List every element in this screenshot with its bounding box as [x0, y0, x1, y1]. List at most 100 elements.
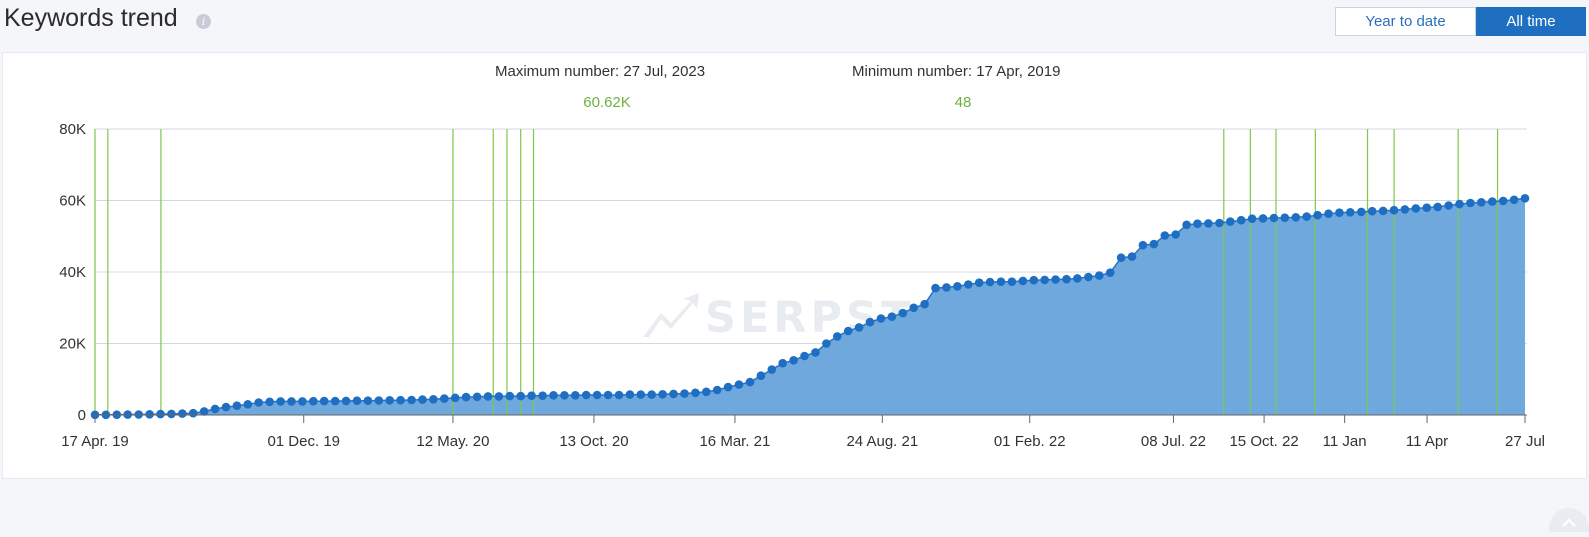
data-point [953, 282, 962, 291]
data-point [1422, 203, 1432, 212]
data-point [374, 396, 384, 405]
y-tick-label: 20K [59, 336, 86, 353]
data-point [1411, 204, 1421, 213]
data-point [1389, 205, 1399, 215]
chart-panel: SERPSTAT Maximum number: 27 Jul, 2023 60… [2, 52, 1589, 532]
data-point [1280, 213, 1290, 222]
data-point [745, 377, 755, 387]
data-point [1466, 198, 1475, 208]
data-point [592, 390, 602, 400]
data-point [822, 339, 831, 348]
data-point [188, 408, 198, 418]
data-point [1455, 199, 1464, 209]
x-tick-label: 08 Jul. 22 [1141, 433, 1206, 450]
data-point [1029, 275, 1039, 285]
data-point [1488, 197, 1497, 206]
data-point [516, 391, 525, 401]
data-point [1367, 206, 1377, 216]
data-point [1477, 198, 1486, 207]
data-point [778, 358, 787, 368]
data-point [450, 393, 460, 403]
data-point [942, 283, 951, 292]
max-number-value: 60.62K [583, 94, 631, 111]
data-point [1084, 272, 1093, 282]
data-point [1215, 218, 1224, 228]
data-point [1171, 230, 1180, 239]
data-point [167, 409, 176, 419]
data-point [669, 389, 678, 399]
x-tick-label: 17 Apr. 19 [61, 433, 129, 450]
data-point [330, 396, 340, 406]
data-point [1498, 196, 1508, 206]
data-point [1116, 253, 1126, 262]
data-point [1018, 276, 1028, 286]
data-point [636, 390, 646, 399]
data-point [1007, 277, 1017, 286]
range-button-year-to-date[interactable]: Year to date [1335, 7, 1476, 36]
data-point [712, 385, 722, 395]
scroll-up-button[interactable] [1549, 508, 1589, 532]
data-point [833, 332, 842, 341]
x-tick-label: 01 Dec. 19 [267, 433, 340, 450]
data-point [702, 387, 711, 397]
data-point [156, 409, 165, 419]
data-point [287, 397, 296, 406]
data-point [571, 391, 580, 400]
y-tick-label: 0 [78, 407, 86, 424]
max-number-label: Maximum number: 27 Jul, 2023 [495, 63, 706, 80]
data-point [1095, 271, 1104, 280]
data-point [964, 280, 973, 289]
data-point [985, 277, 995, 287]
x-tick-label: 11 Apr [1406, 433, 1448, 450]
data-point [1291, 213, 1301, 222]
data-point [658, 390, 667, 399]
data-point [614, 390, 624, 400]
data-point [1193, 219, 1202, 228]
data-point [1433, 202, 1442, 212]
data-point [210, 404, 220, 414]
chevron-up-icon [1562, 518, 1576, 527]
info-icon[interactable]: i [196, 14, 211, 29]
data-point [1127, 252, 1137, 261]
data-point [625, 390, 635, 399]
data-point [898, 308, 908, 318]
data-point [1138, 240, 1148, 250]
data-point [1258, 214, 1268, 223]
min-number-label: Minimum number: 17 Apr, 2019 [852, 63, 1061, 80]
data-point [1073, 274, 1082, 283]
data-point [221, 402, 231, 412]
data-point [199, 407, 209, 416]
data-point [549, 391, 558, 400]
data-point [1509, 195, 1519, 205]
data-point [1105, 268, 1115, 277]
x-tick-label: 24 Aug. 21 [846, 433, 918, 450]
y-tick-label: 40K [59, 264, 86, 281]
x-tick-label: 16 Mar. 21 [699, 433, 770, 450]
min-number-value: 48 [954, 94, 972, 111]
data-point [494, 392, 504, 401]
series-area [95, 198, 1525, 415]
data-point [887, 312, 897, 322]
data-point [1040, 275, 1049, 285]
data-point [1051, 275, 1060, 284]
data-point [843, 326, 853, 336]
data-point [811, 348, 820, 357]
data-point [1149, 239, 1159, 249]
y-tick-label: 60K [59, 193, 86, 210]
data-point [909, 303, 918, 313]
data-point [1182, 220, 1191, 230]
data-point [931, 283, 940, 293]
data-point [527, 391, 536, 401]
x-tick-label: 13 Oct. 20 [559, 433, 628, 450]
data-point [440, 394, 449, 403]
range-button-all-time[interactable]: All time [1476, 7, 1586, 36]
x-tick-label: 01 Feb. 22 [994, 433, 1066, 450]
data-point [461, 392, 471, 402]
y-tick-label: 80K [59, 121, 86, 138]
data-point [472, 392, 482, 402]
data-point [1400, 205, 1410, 214]
data-point [538, 391, 547, 401]
data-point [276, 397, 285, 406]
data-point [1357, 207, 1366, 217]
data-point [1247, 214, 1257, 223]
